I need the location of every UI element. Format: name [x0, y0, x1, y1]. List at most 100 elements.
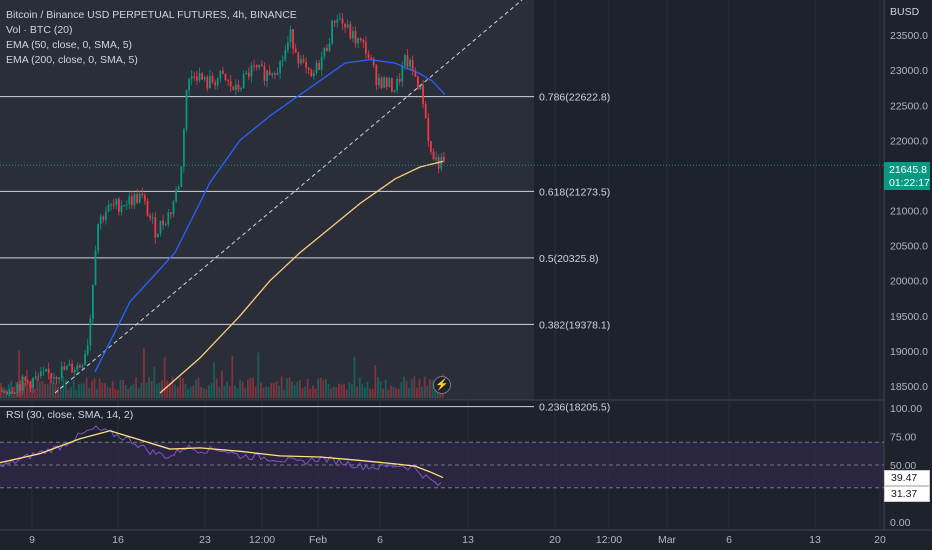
candle-body: [203, 77, 206, 80]
volume-bar: [403, 376, 405, 398]
volume-bar: [119, 379, 122, 398]
current-price-tag: 21645.8 01:22:17: [884, 162, 930, 190]
volume-bar: [156, 384, 158, 398]
volume-bar: [49, 376, 52, 398]
volume-bar: [418, 378, 421, 398]
candle-body: [284, 50, 287, 61]
candle-body: [359, 38, 362, 40]
candle-body: [229, 80, 232, 87]
candle-body: [112, 204, 115, 206]
volume-bar: [189, 386, 192, 398]
candle-body: [401, 65, 404, 82]
volume-bar: [431, 380, 434, 398]
volume-bar: [137, 388, 140, 398]
volume-bar: [10, 380, 13, 398]
volume-bar: [104, 383, 106, 398]
candle-body: [66, 365, 68, 370]
rsi-sma-tag: 39.47: [884, 470, 930, 486]
volume-bar: [335, 387, 338, 398]
candle-body: [190, 76, 193, 80]
volume-bar: [57, 386, 59, 398]
volume-bar: [33, 388, 36, 398]
candle-body: [271, 73, 274, 76]
candle-body: [123, 205, 125, 207]
candle-body: [53, 377, 55, 379]
volume-bar: [234, 385, 236, 398]
volume-bar: [426, 385, 429, 398]
candle-body: [417, 76, 419, 90]
candle-body: [60, 366, 63, 378]
time-axis-tick: 13: [462, 534, 474, 546]
lightning-icon[interactable]: ⚡: [433, 376, 451, 394]
candle-body: [396, 78, 398, 91]
candle-body: [289, 29, 292, 43]
volume-bar: [124, 384, 127, 398]
volume-bar: [158, 382, 161, 398]
candle-body: [214, 82, 216, 86]
candle-body: [45, 368, 47, 372]
candle-body: [253, 65, 255, 67]
volume-indicator-label[interactable]: Vol · BTC (20): [6, 24, 73, 36]
volume-bar: [205, 389, 208, 398]
candle-body: [172, 201, 175, 214]
candle-body: [27, 380, 29, 382]
candle-body: [94, 250, 97, 286]
candle-body: [409, 60, 411, 67]
volume-bar: [85, 377, 88, 398]
volume-bar: [182, 378, 184, 398]
volume-bar: [312, 385, 314, 398]
candle-body: [133, 194, 136, 206]
ema200-indicator-label[interactable]: EMA (200, close, 0, SMA, 5): [6, 54, 138, 66]
volume-bar: [96, 388, 98, 398]
volume-bar: [109, 388, 111, 398]
volume-bar: [176, 386, 179, 398]
candle-body: [11, 391, 14, 394]
volume-bar: [371, 388, 374, 398]
candle-body: [248, 72, 250, 77]
volume-bar: [405, 380, 408, 398]
candle-body: [84, 353, 86, 366]
volume-bar: [397, 388, 400, 398]
candle-body: [393, 90, 396, 92]
candle-body: [432, 151, 435, 160]
volume-bar: [41, 380, 44, 398]
volume-bar: [392, 386, 395, 398]
time-axis-tick: 13: [809, 534, 821, 546]
candle-body: [58, 377, 60, 380]
rsi-pane[interactable]: [0, 425, 884, 489]
volume-bar: [7, 384, 10, 398]
volume-bar: [78, 383, 80, 398]
volume-bar: [262, 387, 265, 398]
candle-body: [79, 365, 81, 368]
candle-body: [89, 318, 92, 346]
candle-body: [362, 39, 365, 43]
ema50-indicator-label[interactable]: EMA (50, close, 0, SMA, 5): [6, 39, 133, 51]
rsi-indicator-label[interactable]: RSI (30, close, SMA, 14, 2): [6, 409, 134, 421]
fibonacci-retracement[interactable]: 0.786(22622.8) 0.618(21273.5) 0.5(20325.8)…: [0, 92, 610, 414]
volume-bar: [257, 352, 260, 398]
candle-body: [206, 77, 209, 89]
price-axis-unit[interactable]: BUSD: [890, 6, 920, 18]
candle-body: [266, 70, 268, 81]
candle-body: [42, 371, 45, 373]
price-axis-tick: 22000.0: [890, 135, 928, 147]
trend-line: [54, 0, 523, 394]
candle-body: [245, 72, 248, 75]
symbol-title[interactable]: Bitcoin / Binance USD PERPETUAL FUTURES,…: [6, 9, 297, 21]
candle-body: [16, 384, 19, 393]
candle-body: [149, 215, 151, 219]
volume-bar: [59, 386, 62, 398]
candle-body: [159, 220, 162, 234]
candle-body: [365, 42, 367, 54]
volume-bar: [226, 381, 228, 398]
volume-bar: [166, 380, 169, 398]
candle-body: [73, 369, 76, 373]
price-axis[interactable]: 23500.023000.022500.022000.021500.021000…: [890, 30, 928, 529]
volume-bar: [351, 383, 353, 398]
volume-bar: [408, 388, 410, 398]
candle-body: [300, 59, 302, 64]
time-axis[interactable]: 9 16 23 12:00 Feb 6 13 20 12:00 Mar 6 13 20: [29, 534, 886, 546]
candle-body: [383, 77, 385, 88]
volume-bar: [291, 381, 293, 398]
